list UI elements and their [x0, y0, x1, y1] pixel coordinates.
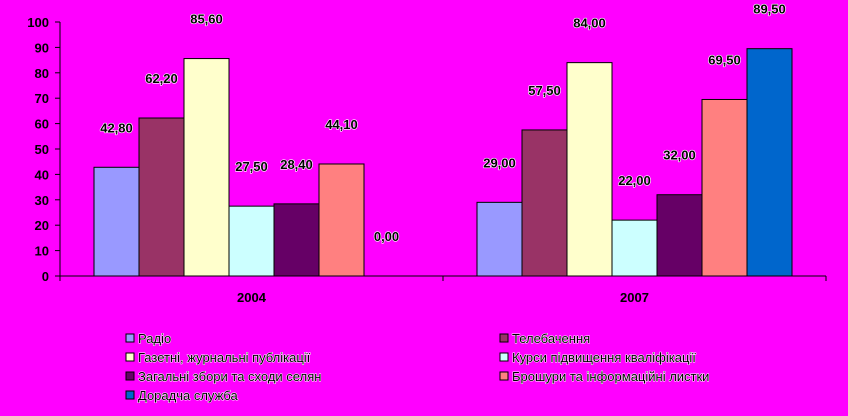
data-label: 44,10 — [325, 117, 358, 132]
legend-label: Дорадча служба — [138, 388, 239, 403]
bar — [611, 219, 658, 277]
bar — [521, 129, 568, 277]
legend: Радіо Телебачення Газетні, журнальні публі… — [125, 331, 710, 404]
legend-label: Загальні збори та сходи селян — [138, 369, 321, 384]
legend-swatch — [125, 371, 135, 381]
data-label: 42,80 — [100, 120, 133, 135]
legend-swatch — [125, 390, 135, 400]
bar — [273, 203, 320, 277]
data-label: 22,00 — [618, 173, 651, 188]
bars — [93, 48, 793, 277]
legend-swatch — [499, 352, 509, 362]
bar — [656, 194, 703, 277]
legend-swatch — [499, 333, 509, 343]
y-tick-label: 60 — [35, 117, 49, 132]
bar — [746, 48, 793, 277]
data-label: 27,50 — [235, 159, 268, 174]
bar — [701, 98, 748, 277]
legend-label: Газетні, журнальні публікації — [138, 350, 311, 365]
data-label: 0,00 — [374, 229, 399, 244]
y-tick-label: 70 — [35, 91, 49, 106]
x-tick-label: 2007 — [620, 290, 649, 305]
y-tick-label: 20 — [35, 218, 49, 233]
data-label: 85,60 — [190, 12, 223, 27]
data-label: 32,00 — [663, 148, 696, 163]
x-tick-label: 2004 — [237, 290, 267, 305]
data-label: 62,20 — [145, 71, 178, 86]
data-label: 29,00 — [483, 155, 516, 170]
y-tick-label: 10 — [35, 244, 49, 259]
bar — [318, 163, 365, 277]
data-label: 57,50 — [528, 83, 561, 98]
data-label: 28,40 — [280, 157, 313, 172]
value-labels: 42,80 62,20 85,60 27,50 28,40 44,10 0,00 29,00 5… — [100, 1, 787, 245]
legend-label: Радіо — [138, 331, 171, 346]
legend-swatch — [125, 352, 135, 362]
bar — [93, 166, 140, 277]
legend-swatch — [499, 371, 509, 381]
y-tick-label: 40 — [35, 167, 49, 182]
bar — [138, 117, 185, 277]
y-tick-label: 90 — [35, 40, 49, 55]
bar — [183, 58, 230, 277]
y-tick-label: 0 — [42, 269, 49, 284]
bar — [228, 205, 275, 277]
data-label: 69,50 — [708, 52, 741, 67]
y-tick-label: 50 — [35, 142, 49, 157]
bar — [566, 62, 613, 277]
legend-swatch — [125, 333, 135, 343]
legend-label: Брошури та інформаційні листки — [512, 369, 709, 384]
data-label: 89,50 — [753, 2, 786, 17]
y-tick-label: 100 — [27, 15, 49, 30]
legend-label: Курси підвищення кваліфікації — [512, 350, 696, 365]
bar — [476, 201, 523, 277]
y-tick-label: 30 — [35, 193, 49, 208]
y-tick-label: 80 — [35, 66, 49, 81]
legend-label: Телебачення — [512, 331, 590, 346]
data-label: 84,00 — [573, 16, 606, 31]
